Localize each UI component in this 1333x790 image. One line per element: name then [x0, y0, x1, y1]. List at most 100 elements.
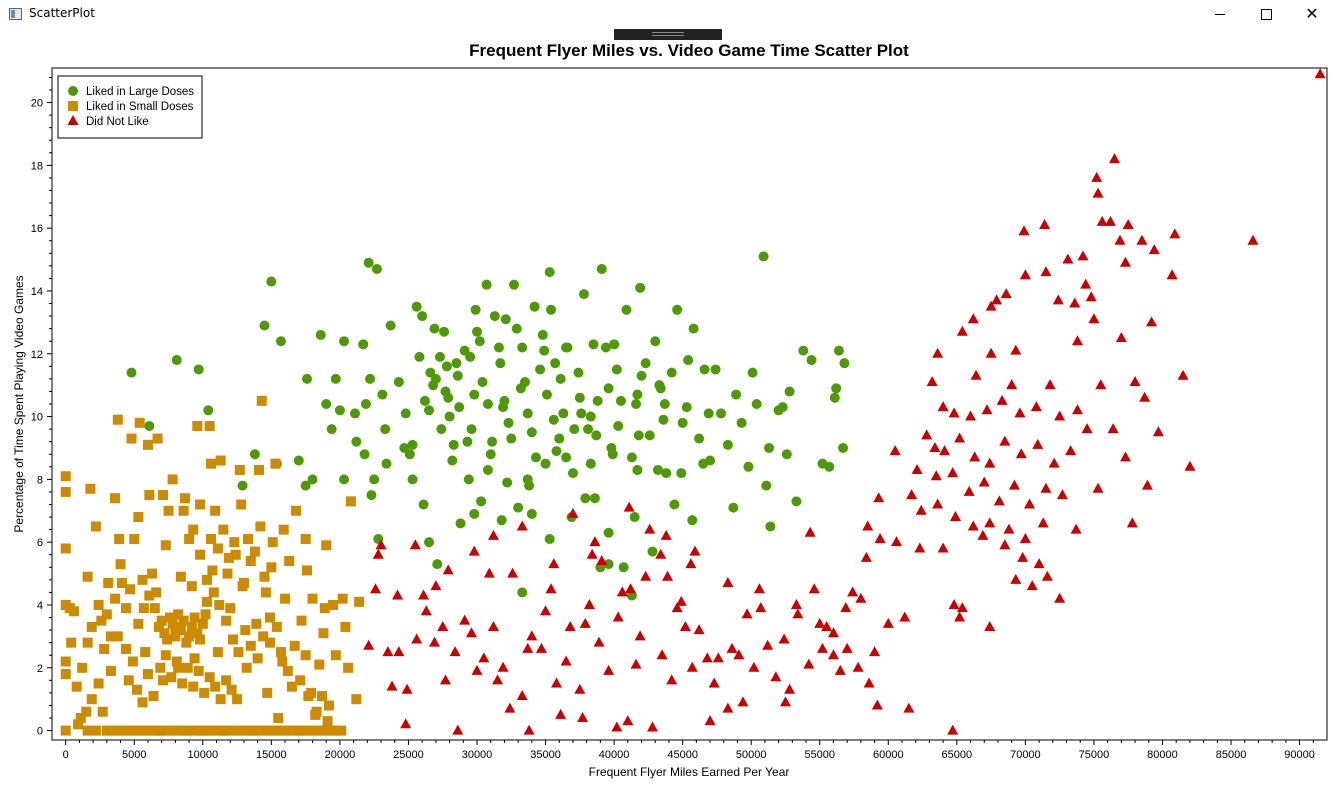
data-point [686, 661, 698, 672]
data-point [937, 542, 949, 553]
data-point [623, 501, 635, 512]
data-point [156, 725, 167, 736]
data-point [466, 424, 477, 435]
data-point [999, 539, 1011, 550]
data-point [123, 675, 134, 686]
data-point [286, 681, 297, 692]
data-point [103, 577, 114, 588]
data-point [96, 615, 107, 626]
data-point [485, 449, 496, 460]
maximize-button[interactable] [1243, 0, 1289, 28]
data-point [779, 696, 791, 707]
data-point [954, 432, 966, 443]
data-point [414, 351, 425, 362]
data-point [145, 725, 156, 736]
data-point [452, 370, 463, 381]
data-point [852, 661, 864, 672]
data-point [1139, 391, 1151, 402]
data-point [218, 524, 229, 535]
data-point [215, 455, 226, 466]
y-tick-label: 2 [37, 663, 43, 675]
data-point [418, 499, 429, 510]
data-point [588, 339, 599, 350]
data-point [234, 464, 245, 475]
data-point [293, 455, 304, 466]
data-point [1019, 269, 1031, 280]
data-point [991, 294, 1003, 305]
data-point [507, 567, 519, 578]
data-point [1040, 482, 1052, 493]
data-point [733, 649, 745, 660]
data-point [839, 358, 850, 369]
data-point [481, 279, 492, 290]
data-point [206, 534, 217, 545]
data-point [487, 620, 499, 631]
data-point [82, 571, 93, 582]
data-point [658, 414, 669, 425]
data-point [535, 364, 546, 375]
data-point [271, 725, 282, 736]
data-point [703, 408, 714, 419]
data-point [428, 380, 439, 391]
data-point [171, 656, 182, 667]
data-point [1247, 234, 1259, 245]
data-point [1054, 592, 1066, 603]
data-point [1065, 445, 1077, 456]
data-point [621, 304, 632, 315]
data-point [929, 441, 941, 452]
data-point [537, 329, 548, 340]
data-point [736, 417, 747, 428]
data-point [791, 496, 802, 507]
data-point [192, 420, 203, 431]
data-point [110, 593, 121, 604]
data-point [212, 647, 223, 658]
data-point [441, 361, 452, 372]
data-point [496, 515, 507, 526]
data-point [586, 548, 598, 559]
data-point [233, 647, 244, 658]
data-point [1003, 523, 1015, 534]
data-point [107, 725, 118, 736]
data-point [600, 342, 611, 353]
data-point [140, 725, 151, 736]
data-point [307, 474, 318, 485]
x-tick-label: 65000 [942, 749, 973, 761]
data-point [167, 725, 178, 736]
data-point [173, 609, 184, 620]
data-point [270, 458, 281, 469]
data-point [632, 389, 643, 400]
data-point [1018, 225, 1030, 236]
data-point [462, 436, 473, 447]
data-point [840, 602, 852, 613]
data-point [125, 584, 136, 595]
drag-handle[interactable] [614, 29, 722, 40]
data-point [273, 713, 284, 724]
data-point [121, 643, 132, 654]
data-point [504, 702, 516, 713]
minimize-button[interactable] [1197, 0, 1243, 28]
data-point [603, 559, 614, 570]
data-point [429, 323, 440, 334]
data-point [233, 725, 244, 736]
data-point [197, 618, 208, 629]
data-point [1119, 451, 1131, 462]
data-point [321, 540, 332, 551]
data-point [385, 320, 396, 331]
data-point [996, 394, 1008, 405]
data-point [1054, 410, 1066, 421]
data-point [411, 301, 422, 312]
data-point [282, 725, 293, 736]
data-point [829, 392, 840, 403]
data-point [1148, 244, 1160, 255]
close-button[interactable]: ✕ [1289, 0, 1333, 28]
data-point [409, 539, 421, 550]
x-tick-label: 75000 [1079, 749, 1110, 761]
data-point [471, 664, 483, 675]
data-point [173, 662, 184, 673]
data-point [254, 464, 265, 475]
data-point [289, 640, 300, 651]
data-point [1010, 344, 1022, 355]
data-point [522, 474, 533, 485]
data-point [633, 430, 644, 441]
data-point [626, 452, 637, 463]
